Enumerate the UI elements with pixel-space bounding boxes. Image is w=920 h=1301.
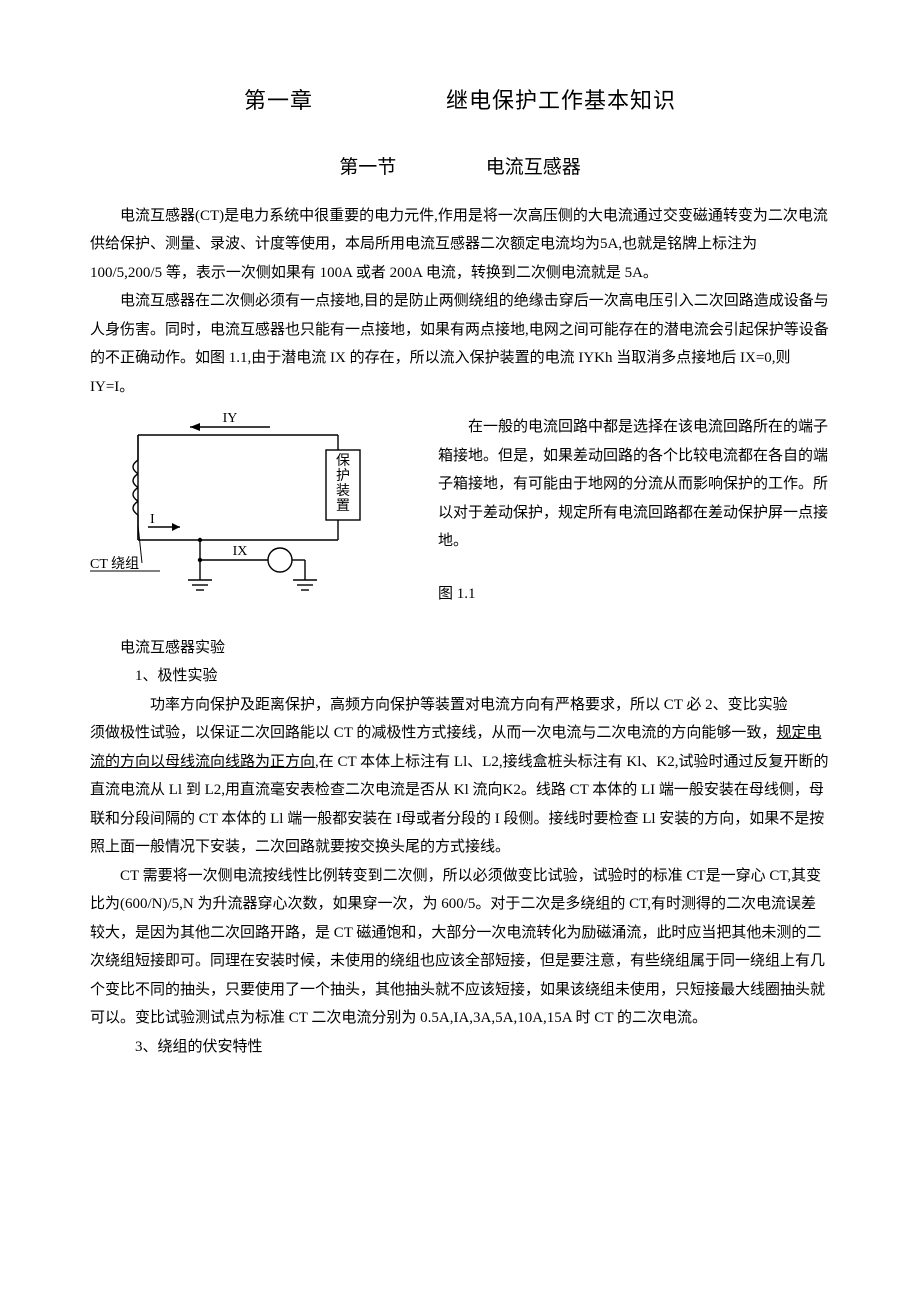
list-item-3: 3、绕组的伏安特性 [120,1033,830,1062]
svg-text:IX: IX [233,544,248,559]
svg-text:IY: IY [223,411,238,426]
paragraph-2: 电流互感器在二次侧必须有一点接地,目的是防止两侧绕组的绝缘击穿后一次高电压引入二… [90,287,830,401]
item-3-block: 3、绕组的伏安特性 [90,1033,830,1062]
section-heading: 第一节 电流互感器 [90,150,830,186]
svg-text:保: 保 [336,453,350,469]
chapter-heading: 第一章 继电保护工作基本知识 [90,80,830,122]
chapter-prefix: 第一章 [244,88,313,113]
body-paragraph-1: 须做极性试验，以保证二次回路能以 CT 的减极性方式接线，从而一次电流与二次电流… [90,719,830,862]
list-item-1-cont: 功率方向保护及距离保护，高频方向保护等装置对电流方向有严格要求，所以 CT 必 … [120,691,830,720]
side-paragraph: 在一般的电流回路中都是选择在该电流回路所在的端子箱接地。但是，如果差动回路的各个… [438,413,830,556]
paragraph-1: 电流互感器(CT)是电力系统中很重要的电力元件,作用是将一次高压侧的大电流通过交… [90,202,830,288]
svg-text:I: I [150,512,155,527]
figure-side-text: 在一般的电流回路中都是选择在该电流回路所在的端子箱接地。但是，如果差动回路的各个… [438,405,830,623]
section-title: 电流互感器 [486,157,581,178]
body-p1-a: 须做极性试验，以保证二次回路能以 CT 的减极性方式接线，从而一次电流与二次电流… [90,725,776,741]
svg-text:CT 绕组: CT 绕组 [90,556,139,572]
figure-caption: 图 1.1 [438,580,830,609]
circuit-diagram: IY 保护装置 IX I CT 绕组 [90,405,410,626]
figure-and-text-row: IY 保护装置 IX I CT 绕组 在一般的电流回路中都是选择在该电流回路所在的端子箱… [90,405,830,626]
svg-text:装: 装 [336,483,350,499]
chapter-title: 继电保护工作基本知识 [446,88,676,113]
body-paragraph-2: CT 需要将一次侧电流按线性比例转变到二次侧，所以必须做变比试验，试验时的标准 … [90,862,830,1033]
svg-text:置: 置 [336,498,350,514]
experiment-title: 电流互感器实验 [120,634,830,663]
section-prefix: 第一节 [339,157,396,178]
body-block: 须做极性试验，以保证二次回路能以 CT 的减极性方式接线，从而一次电流与二次电流… [90,719,830,1033]
list-item-1: 1、极性实验 [120,662,830,691]
svg-text:护: 护 [336,468,350,484]
experiment-block: 电流互感器实验 1、极性实验 功率方向保护及距离保护，高频方向保护等装置对电流方… [90,634,830,720]
